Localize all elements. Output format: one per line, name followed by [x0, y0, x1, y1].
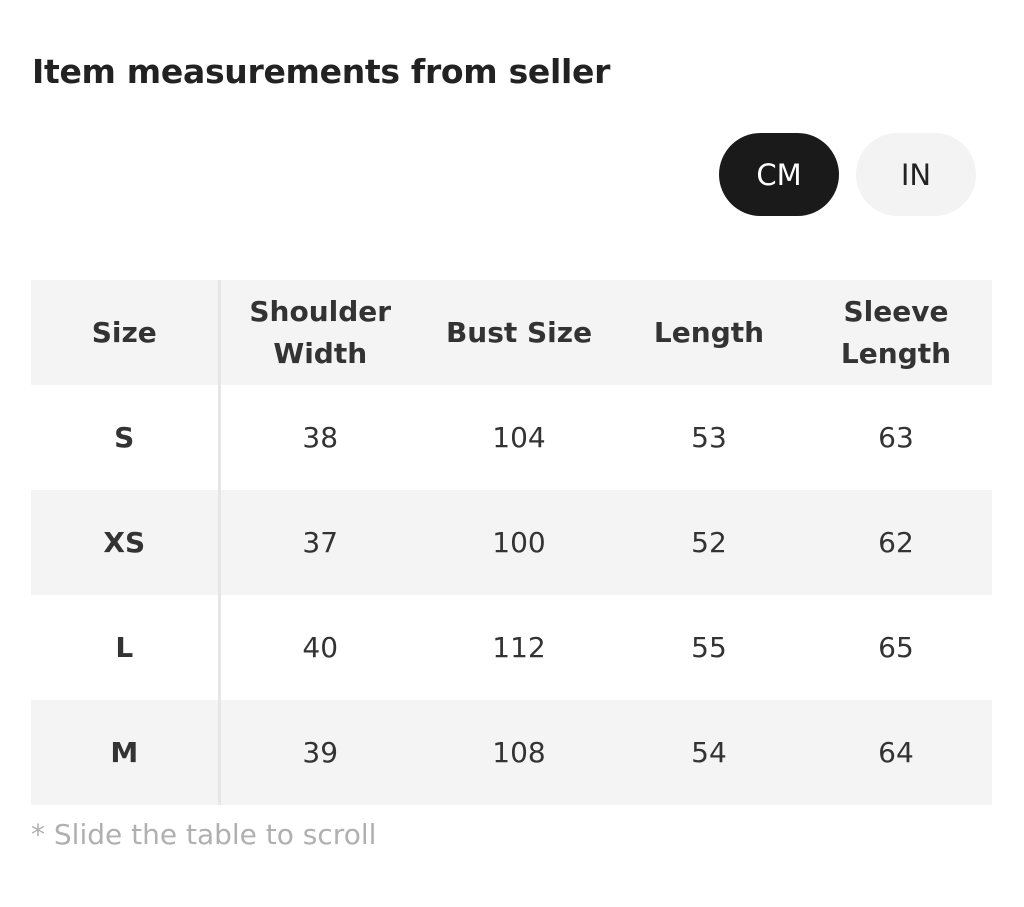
value-cell: 53	[691, 421, 727, 454]
table-body: S 38 104 53 63 XS 37 100 52 62 L 40 112 55 65 M 39 108 54 6…	[31, 385, 992, 805]
table-row: L 40 112 55 65	[31, 595, 992, 700]
value-cell: 37	[302, 526, 339, 559]
header-row: Size Shoulder Width Bust Size Length Sleeve …	[31, 280, 992, 385]
unit-button[interactable]: IN	[856, 133, 976, 216]
value-cell: 62	[878, 526, 914, 559]
value-cell: 100	[492, 526, 546, 559]
table-row: XS 37 100 52 62	[31, 490, 992, 595]
value-cell: 38	[302, 421, 339, 454]
table-row: S 38 104 53 63	[31, 385, 992, 490]
unit-button[interactable]: CM	[719, 133, 839, 216]
column-header: Sleeve Length	[840, 294, 952, 370]
value-cell: 108	[492, 736, 546, 769]
title: Item measurements from seller	[32, 52, 611, 91]
value-cell: 55	[691, 631, 727, 664]
size-cell: L	[31, 595, 221, 700]
column-header: Length	[653, 315, 765, 349]
value-cell: 40	[302, 631, 339, 664]
size-cell: S	[31, 385, 221, 490]
value-cell: 112	[492, 631, 546, 664]
value-cell: 63	[878, 421, 914, 454]
unit-toggle: CM IN	[719, 133, 976, 216]
value-cell: 52	[691, 526, 727, 559]
column-header: Size	[31, 280, 221, 385]
size-cell: XS	[31, 490, 221, 595]
table-row: M 39 108 54 64	[31, 700, 992, 805]
column-header: Shoulder Width	[249, 294, 392, 370]
value-cell: 39	[302, 736, 339, 769]
footnote: * Slide the table to scroll	[31, 818, 377, 851]
value-cell: 64	[878, 736, 914, 769]
size-cell: M	[31, 700, 221, 805]
value-cell: 65	[878, 631, 914, 664]
value-cell: 104	[492, 421, 546, 454]
value-cell: 54	[691, 736, 727, 769]
measurement-table: Size Shoulder Width Bust Size Length Sleeve …	[31, 280, 994, 805]
column-header: Bust Size	[445, 315, 593, 349]
